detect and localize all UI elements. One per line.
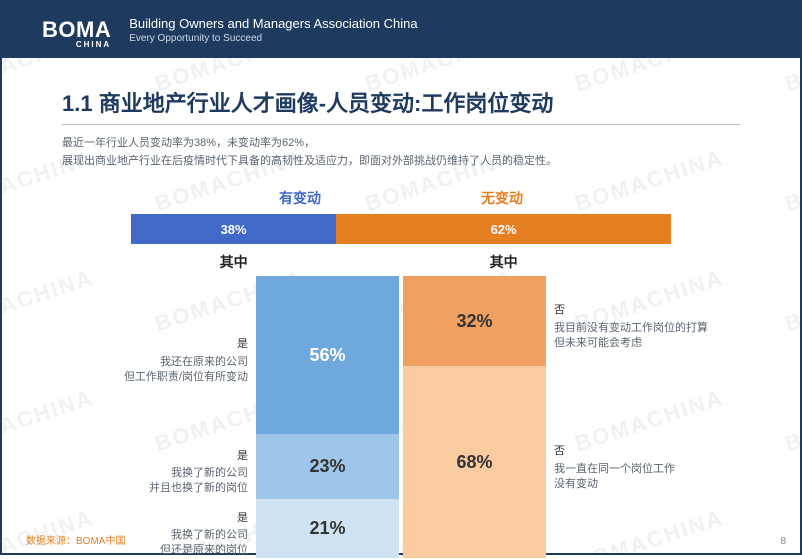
stack-segment: 32% xyxy=(403,276,546,366)
mid-label: 其中 xyxy=(336,252,671,272)
stack-segment: 56% xyxy=(256,276,399,434)
mid-label: 其中 xyxy=(131,252,336,272)
segment-label: 否我目前没有变动工作岗位的打算但未来可能会考虑 xyxy=(554,303,714,351)
top-bar-segment: 38% xyxy=(131,214,336,244)
stacks: 56%23%21% 32%68% 是我还在原来的公司但工作职责/岗位有所变动是我… xyxy=(256,276,546,558)
stack-right: 32%68% xyxy=(403,276,546,558)
stack-segment: 23% xyxy=(256,434,399,499)
title-underline xyxy=(62,124,740,125)
top-label-left: 有变动 xyxy=(279,188,321,208)
chart: 有变动 无变动 38%62% 其中其中 56%23%21% 32%68% 是我还… xyxy=(131,188,671,558)
segment-label: 是我还在原来的公司但工作职责/岗位有所变动 xyxy=(88,337,248,385)
logo: BOMA CHINA xyxy=(42,17,111,43)
header-text: Building Owners and Managers Association… xyxy=(129,16,417,44)
top-bar: 38%62% xyxy=(131,214,671,244)
stack-segment: 68% xyxy=(403,366,546,558)
stack-segment: 21% xyxy=(256,499,399,558)
top-bar-segment: 62% xyxy=(336,214,671,244)
logo-text: BOMA xyxy=(42,17,111,42)
top-label-right: 无变动 xyxy=(481,188,523,208)
mid-labels: 其中其中 xyxy=(131,252,671,272)
page-title: 1.1 商业地产行业人才画像-人员变动:工作岗位变动 xyxy=(62,86,740,118)
segment-label: 否我一直在同一个岗位工作没有变动 xyxy=(554,444,714,492)
segment-label: 是我换了新的公司但还是原来的岗位 xyxy=(88,511,248,559)
top-labels: 有变动 无变动 xyxy=(131,188,671,208)
header-line1: Building Owners and Managers Association… xyxy=(129,16,417,31)
header: BOMA CHINA Building Owners and Managers … xyxy=(2,2,800,58)
header-line2: Every Opportunity to Succeed xyxy=(129,33,417,44)
segment-label: 是我换了新的公司并且也换了新的岗位 xyxy=(88,449,248,497)
content: 1.1 商业地产行业人才画像-人员变动:工作岗位变动 最近一年行业人员变动率为3… xyxy=(2,58,800,558)
stack-left: 56%23%21% xyxy=(256,276,399,558)
subtitle: 最近一年行业人员变动率为38%，未变动率为62%，展现出商业地产行业在后疫情时代… xyxy=(62,135,740,170)
logo-subtext: CHINA xyxy=(76,40,111,49)
